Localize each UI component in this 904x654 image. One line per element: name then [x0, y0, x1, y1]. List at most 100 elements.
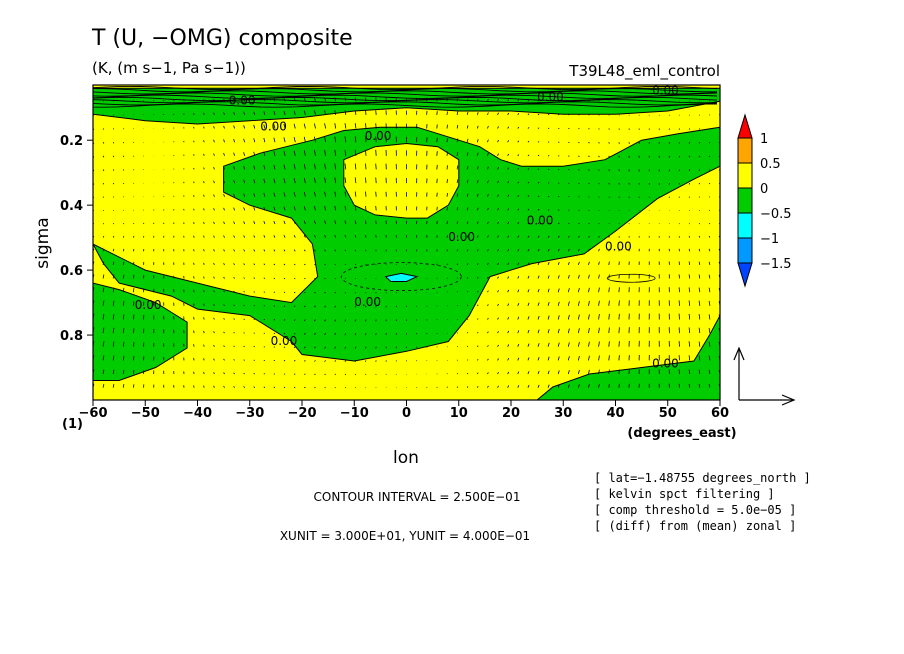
vector-arrow: [547, 275, 550, 279]
colorbar-cap: [737, 113, 753, 139]
contour-line: [93, 94, 718, 99]
vector-arrow: [354, 149, 357, 156]
vector-arrow: [213, 344, 215, 347]
vector-arrow: [497, 167, 499, 170]
vector-arrow: [588, 248, 590, 252]
vector-arrow: [466, 318, 469, 320]
vector-arrow: [303, 191, 306, 197]
vector-arrow: [263, 277, 266, 279]
vector-arrow: [102, 141, 105, 144]
vector-arrow: [223, 166, 225, 170]
vector-arrow: [598, 261, 600, 265]
vector-arrow: [487, 304, 489, 307]
vector-arrow: [273, 164, 276, 170]
vector-arrow: [517, 167, 520, 170]
vector-arrow: [568, 169, 570, 171]
vector-arrow: [537, 235, 540, 238]
vector-arrow: [557, 261, 560, 266]
vector-arrow: [507, 140, 510, 143]
vector-arrow: [314, 360, 316, 362]
x-unit-label: (degrees_east): [627, 426, 736, 441]
vector-arrow: [476, 276, 479, 279]
vector-arrow: [344, 177, 347, 184]
vector-arrow: [557, 275, 560, 279]
vector-arrow: [547, 222, 550, 225]
vector-arrow: [375, 205, 377, 211]
vector-arrow: [527, 154, 530, 157]
vector-arrow: [263, 263, 266, 266]
vector-arrow: [375, 220, 377, 225]
vector-arrow: [436, 124, 438, 129]
vector-arrow: [213, 317, 215, 320]
vector-arrow: [122, 355, 125, 361]
vector-arrow: [578, 369, 580, 375]
vector-arrow: [517, 330, 520, 334]
vector-arrow: [334, 163, 337, 170]
vector-arrow: [598, 235, 600, 238]
vector-arrow: [588, 196, 590, 198]
vector-arrow: [598, 314, 600, 320]
vector-arrow: [588, 327, 590, 334]
notes-block: [ lat=−1.48755 degrees_north ] [ kelvin …: [594, 471, 811, 533]
vector-arrow: [253, 98, 256, 102]
vector-arrow: [708, 355, 711, 361]
vector-arrow: [203, 276, 205, 279]
vector-arrow: [476, 263, 479, 266]
vector-arrow: [608, 155, 610, 158]
vector-arrow: [283, 97, 286, 102]
vector-arrow: [527, 329, 530, 334]
vector-arrow: [698, 128, 701, 130]
vector-arrow: [233, 111, 235, 116]
vector-arrow: [466, 138, 469, 143]
vector-arrow: [344, 291, 347, 294]
vector-arrow: [588, 100, 590, 102]
vector-arrow: [527, 222, 530, 225]
vector-arrow: [223, 221, 225, 225]
vector-arrow: [324, 220, 326, 225]
vector-arrow: [203, 99, 205, 102]
vector-arrow: [303, 150, 306, 156]
contour-line: [606, 273, 656, 283]
vector-arrow: [527, 343, 530, 347]
vector-arrow: [517, 343, 520, 347]
vector-arrow: [497, 371, 499, 375]
vector-arrow: [334, 249, 337, 252]
vector-arrow: [688, 169, 691, 172]
vector-arrow: [293, 235, 296, 238]
vector-arrow: [446, 98, 448, 102]
vector-arrow: [507, 371, 510, 375]
vector-arrow: [567, 328, 570, 334]
vector-arrow: [507, 330, 510, 334]
colorbar-segment: [737, 212, 753, 239]
vector-arrow: [708, 155, 711, 158]
vector-arrow: [243, 359, 245, 361]
vector-arrow: [365, 360, 367, 362]
vector-arrow: [314, 191, 316, 197]
x-tick-label: −40: [183, 406, 212, 421]
vector-arrow: [698, 261, 701, 265]
vector-arrow: [354, 234, 357, 238]
vector-arrow: [497, 262, 499, 266]
vector-arrow: [344, 234, 347, 238]
vector-arrow: [517, 357, 520, 361]
note-line: [ kelvin spct filtering ]: [594, 487, 775, 501]
vector-arrow: [598, 155, 600, 158]
x-tick-label: 0: [402, 406, 411, 421]
vector-arrow: [112, 196, 115, 198]
vector-arrow: [588, 261, 590, 266]
contour-label: 0.00: [365, 129, 392, 143]
vector-arrow: [436, 178, 438, 184]
vector-arrow: [193, 344, 195, 347]
vector-arrow: [618, 196, 620, 198]
vector-arrow: [365, 163, 367, 170]
vector-arrow: [365, 220, 367, 225]
vector-arrow: [314, 373, 316, 375]
vector-arrow: [354, 249, 357, 252]
vector-arrow: [344, 163, 347, 170]
vector-arrow: [476, 290, 479, 293]
vector-arrow: [263, 165, 266, 170]
vector-arrow: [334, 373, 336, 376]
vector-arrow: [253, 207, 256, 211]
vector-arrow: [273, 110, 276, 116]
vector-arrow: [223, 139, 225, 143]
